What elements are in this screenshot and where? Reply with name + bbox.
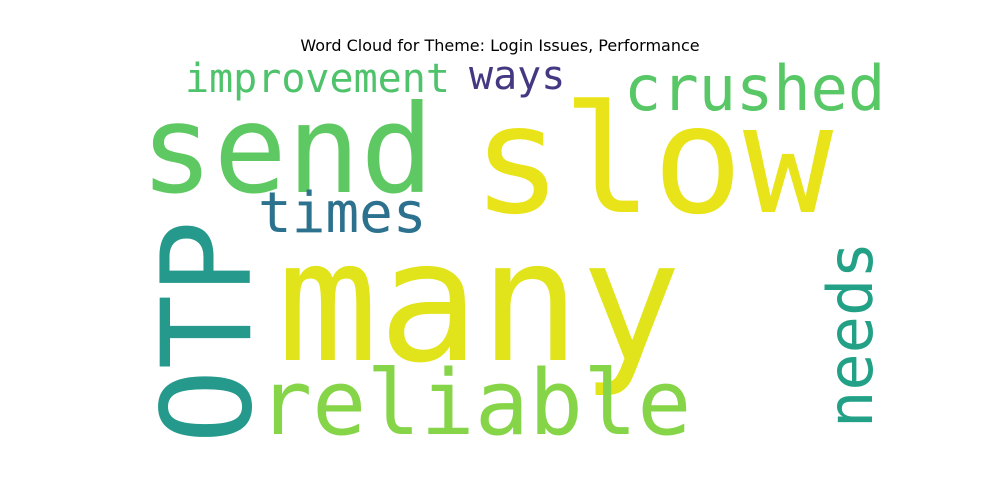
word-times: times [258, 181, 427, 246]
word-slow: slow [472, 74, 834, 248]
word-crushed: crushed [624, 52, 885, 125]
word-reliable: reliable [258, 351, 691, 456]
word-needs: needs [814, 241, 887, 428]
word-otp: OTP [136, 220, 280, 444]
word-improvement: improvement [185, 56, 450, 102]
chart-title: Word Cloud for Theme: Login Issues, Perf… [300, 36, 700, 55]
word-many: many [277, 204, 682, 400]
word-ways: ways [469, 53, 565, 99]
word-send: send [140, 79, 434, 221]
